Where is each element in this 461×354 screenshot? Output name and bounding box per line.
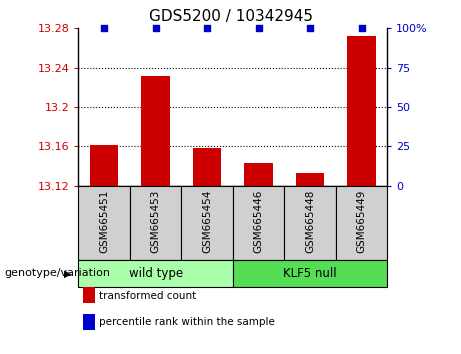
Bar <box>193 148 221 186</box>
Text: KLF5 null: KLF5 null <box>283 267 337 280</box>
Point <box>152 25 160 31</box>
Text: GSM665446: GSM665446 <box>254 190 264 253</box>
Bar <box>244 163 273 186</box>
Bar <box>347 36 376 186</box>
Bar <box>296 173 324 186</box>
Text: GSM665449: GSM665449 <box>356 190 366 253</box>
Bar <box>233 186 284 260</box>
Text: transformed count: transformed count <box>99 291 196 301</box>
Point <box>358 25 365 31</box>
Bar <box>90 145 118 186</box>
Bar <box>284 186 336 260</box>
Point <box>306 25 313 31</box>
Point <box>255 25 262 31</box>
Bar <box>78 260 233 287</box>
Point <box>100 25 108 31</box>
Text: GDS5200 / 10342945: GDS5200 / 10342945 <box>148 9 313 24</box>
Bar <box>142 76 170 186</box>
Text: GSM665454: GSM665454 <box>202 190 212 253</box>
Text: GSM665453: GSM665453 <box>151 190 160 253</box>
Bar <box>181 186 233 260</box>
Text: ▶: ▶ <box>64 268 71 279</box>
Text: percentile rank within the sample: percentile rank within the sample <box>99 317 275 327</box>
Text: wild type: wild type <box>129 267 183 280</box>
Text: GSM665451: GSM665451 <box>99 190 109 253</box>
Bar <box>233 260 387 287</box>
Text: GSM665448: GSM665448 <box>305 190 315 253</box>
Bar <box>130 186 181 260</box>
Bar <box>336 186 387 260</box>
Point <box>203 25 211 31</box>
Bar <box>78 186 130 260</box>
Text: genotype/variation: genotype/variation <box>5 268 111 279</box>
